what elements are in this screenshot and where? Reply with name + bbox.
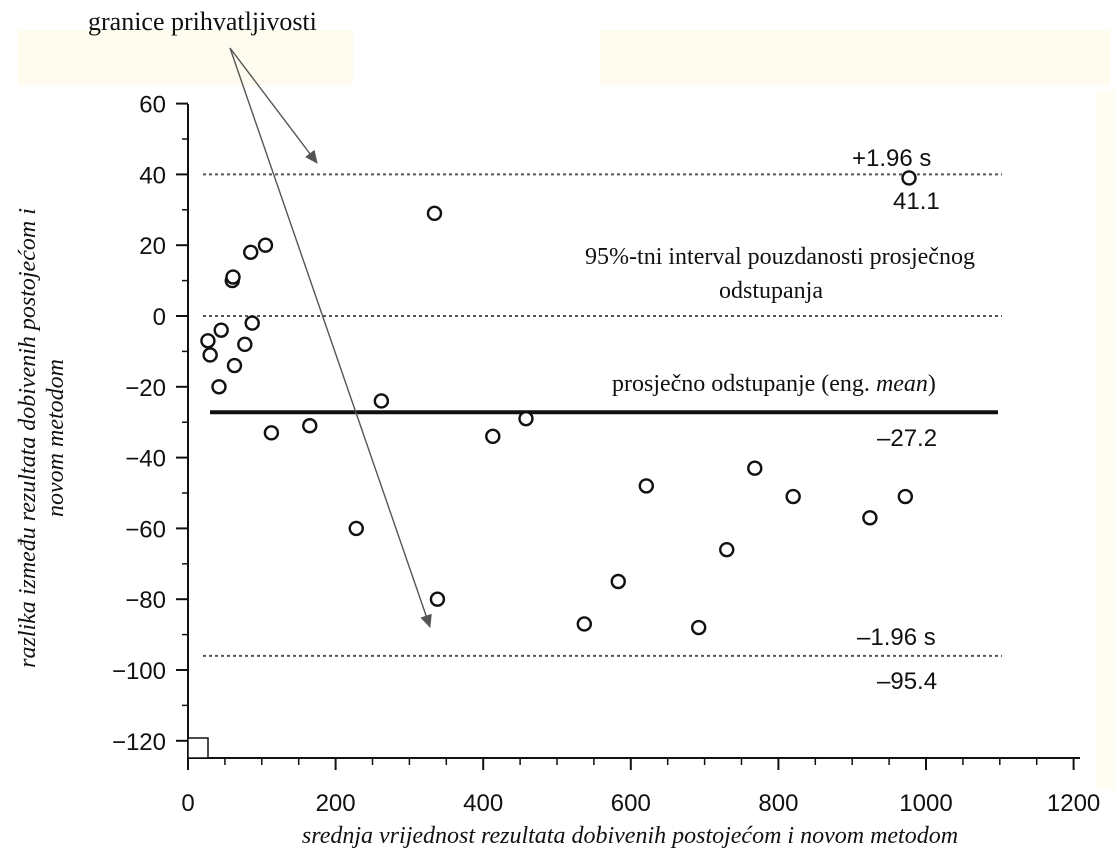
x-tick-label: 1200 xyxy=(1047,790,1100,817)
data-point xyxy=(226,357,243,374)
data-point xyxy=(211,379,227,395)
ci-label-line2: odstupanja xyxy=(719,278,823,304)
data-point xyxy=(244,315,260,331)
arrow-to-upper-limit xyxy=(229,47,318,164)
data-point xyxy=(373,393,390,409)
y-tick-label: −60 xyxy=(125,516,166,543)
data-point xyxy=(719,541,735,558)
arrow-to-lower-limit xyxy=(229,47,432,628)
mean-label: prosječno odstupanje (eng. mean) xyxy=(612,371,936,397)
corner-marker xyxy=(187,737,209,759)
data-point xyxy=(237,336,253,353)
background-panel-side xyxy=(1095,90,1115,790)
data-point xyxy=(576,616,593,632)
mean-value-label: –27.2 xyxy=(877,425,937,452)
upper-sd-label: +1.96 s xyxy=(852,145,931,172)
data-point xyxy=(213,322,229,338)
x-tick-label: 0 xyxy=(181,790,194,817)
x-tick-label: 1000 xyxy=(899,790,952,817)
data-point xyxy=(610,573,626,590)
reference-lines xyxy=(203,173,1002,657)
y-tick-label: −20 xyxy=(125,375,166,402)
data-point xyxy=(485,428,501,445)
data-point xyxy=(257,237,274,253)
y-tick-label: −120 xyxy=(112,729,166,756)
y-tick-label: −100 xyxy=(112,658,166,685)
lower-value-label: –95.4 xyxy=(877,668,937,695)
x-tick-label: 400 xyxy=(463,790,503,817)
arrow-label: granice prihvatljivosti xyxy=(88,7,317,36)
axis-ticks xyxy=(176,102,1075,770)
y-tick-label: 60 xyxy=(139,92,166,119)
x-axis-title: srednja vrijednost rezultata dobivenih p… xyxy=(302,823,958,849)
data-point xyxy=(690,619,707,636)
y-tick-label: 0 xyxy=(153,304,166,331)
x-tick-label: 600 xyxy=(611,790,651,817)
x-tick-label: 200 xyxy=(316,790,356,817)
data-point xyxy=(638,478,654,494)
data-point xyxy=(747,460,763,476)
background-panel-right xyxy=(600,30,1110,85)
x-tick-label: 800 xyxy=(758,790,798,817)
data-point xyxy=(202,347,218,363)
y-tick-label: −80 xyxy=(125,587,166,614)
data-point xyxy=(429,591,446,607)
data-point xyxy=(225,269,241,285)
lower-sd-label: –1.96 s xyxy=(857,624,936,651)
data-point xyxy=(426,205,443,222)
data-point xyxy=(348,520,364,537)
data-point xyxy=(302,418,318,434)
upper-value-label: 41.1 xyxy=(893,188,940,215)
data-point xyxy=(897,488,914,505)
y-tick-label: 20 xyxy=(139,233,166,260)
data-point xyxy=(263,425,280,441)
background-panel-left xyxy=(18,30,353,85)
y-tick-label: 40 xyxy=(139,162,166,189)
data-point xyxy=(200,333,216,349)
data-points xyxy=(200,170,917,636)
data-point xyxy=(243,244,259,260)
data-point xyxy=(518,410,534,427)
y-axis-title: razlika između rezultata dobivenih posto… xyxy=(15,208,69,668)
data-point xyxy=(862,510,878,526)
data-point xyxy=(785,488,801,505)
ci-label-line1: 95%-tni interval pouzdanosti prosječnog xyxy=(585,244,975,270)
data-point xyxy=(901,170,917,186)
y-tick-label: −40 xyxy=(125,446,166,473)
